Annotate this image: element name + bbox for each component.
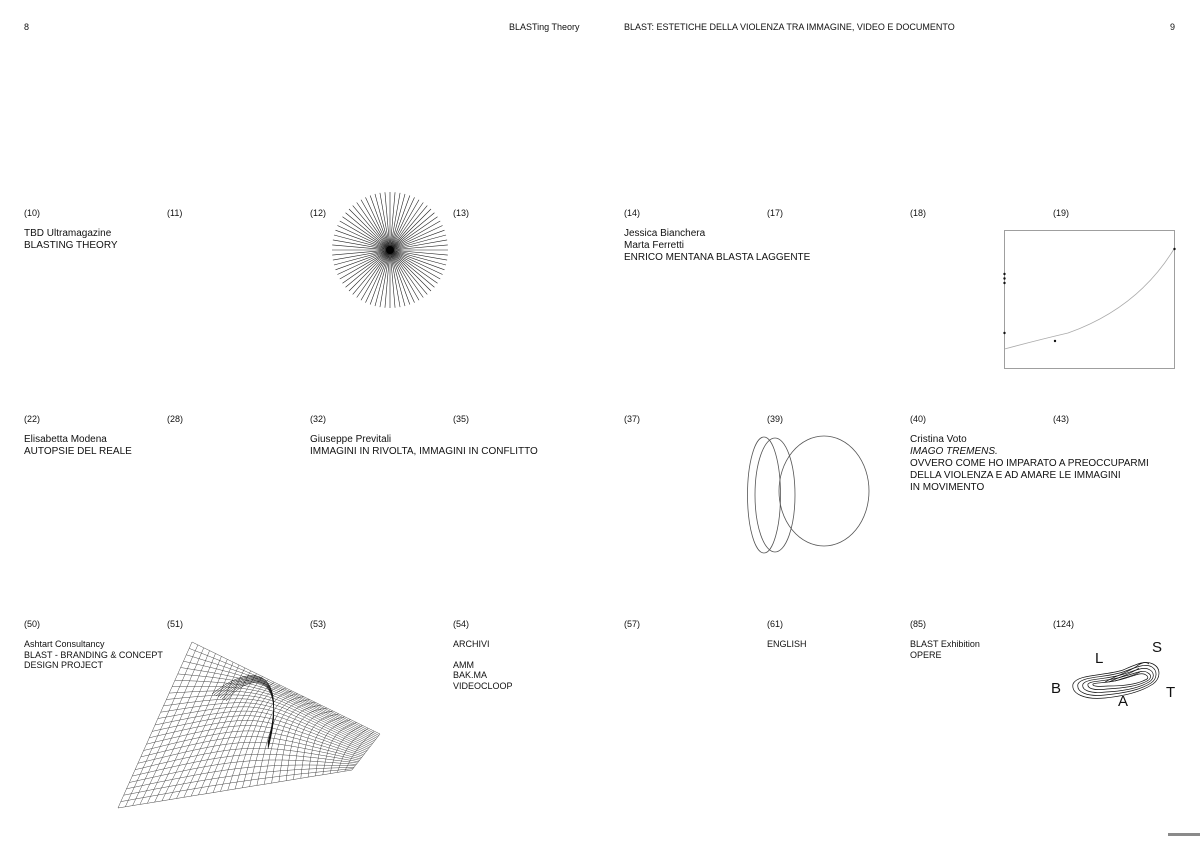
- entry-number: (39): [767, 414, 784, 424]
- entry-title: DESIGN PROJECT: [24, 660, 104, 670]
- entry-subtitle: IN MOVIMENTO: [910, 482, 985, 493]
- entry-modena[interactable]: Elisabetta Modena AUTOPSIE DEL REALE: [24, 434, 132, 458]
- entry-number: (40): [910, 414, 927, 424]
- entry-number: (12): [310, 208, 327, 218]
- entry-number: (43): [1053, 414, 1070, 424]
- entry-title: ENRICO MENTANA BLASTA LAGGENTE: [624, 252, 811, 263]
- logo-letter-t: T: [1166, 684, 1176, 701]
- entry-author: Giuseppe Previtali: [310, 434, 392, 445]
- entry-number: (53): [310, 619, 327, 629]
- entry-number: (13): [453, 208, 470, 218]
- entry-number: (124): [1053, 619, 1075, 629]
- entry-number: (35): [453, 414, 470, 424]
- entry-title: IMMAGINI IN RIVOLTA, IMMAGINI IN CONFLIT…: [310, 446, 538, 457]
- entry-title: IMAGO TREMENS.: [910, 446, 998, 457]
- entry-author: Ashtart Consultancy: [24, 639, 105, 649]
- entry-title: OPERE: [910, 649, 942, 660]
- entry-author: Elisabetta Modena: [24, 434, 107, 445]
- entry-tbd-ultramagazine[interactable]: TBD Ultramagazine BLASTING THEORY: [24, 228, 118, 252]
- logo-letter-a: A: [1118, 693, 1129, 710]
- starburst-illustration: [330, 190, 450, 310]
- spacer: [453, 650, 513, 660]
- entry-number: (19): [1053, 208, 1070, 218]
- entry-author: Jessica Bianchera: [624, 228, 706, 239]
- entry-author: TBD Ultramagazine: [24, 228, 112, 239]
- entry-number: (57): [624, 619, 641, 629]
- entry-voto[interactable]: Cristina Voto IMAGO TREMENS. OVVERO COME…: [910, 434, 1149, 494]
- logo-letter-l: L: [1095, 650, 1104, 667]
- entry-ashtart[interactable]: Ashtart Consultancy BLAST - BRANDING & C…: [24, 639, 163, 671]
- left-page-number: 8: [24, 22, 30, 32]
- corner-bar: [1168, 833, 1200, 836]
- entry-exhibition[interactable]: BLAST Exhibition OPERE: [910, 639, 980, 660]
- entry-title: BLASTING THEORY: [24, 240, 118, 251]
- right-page-number: 9: [1170, 22, 1176, 32]
- entry-archivi[interactable]: ARCHIVI AMM BAK.MA VIDEOCLOOP: [453, 639, 513, 691]
- ellipses-illustration: [742, 432, 874, 558]
- entry-number: (54): [453, 619, 470, 629]
- entry-title: BLAST - BRANDING & CONCEPT: [24, 649, 163, 660]
- entry-number: (22): [24, 414, 41, 424]
- entry-author: Marta Ferretti: [624, 240, 685, 251]
- entry-number: (85): [910, 619, 927, 629]
- entry-subtitle: OVVERO COME HO IMPARATO A PREOCCUPARMI: [910, 458, 1149, 469]
- logo-letter-s: S: [1152, 639, 1163, 656]
- logo-letter-b: B: [1051, 680, 1062, 697]
- entry-subtitle: DELLA VIOLENZA E AD AMARE LE IMMAGINI: [910, 470, 1121, 481]
- entry-english[interactable]: ENGLISH: [767, 639, 807, 650]
- entry-number: (17): [767, 208, 784, 218]
- archive-item: VIDEOCLOOP: [453, 680, 513, 691]
- left-running-title: BLASTing Theory: [509, 22, 580, 32]
- curve-plot-illustration: [998, 228, 1180, 372]
- blast-logo: B L A S T: [1045, 636, 1185, 716]
- entry-title: ARCHIVI: [453, 639, 490, 649]
- entry-author: BLAST Exhibition: [910, 639, 980, 649]
- entry-number: (51): [167, 619, 184, 629]
- archive-item: BAK.MA: [453, 670, 488, 680]
- entry-number: (50): [24, 619, 41, 629]
- entry-author: Cristina Voto: [910, 434, 967, 445]
- entry-number: (37): [624, 414, 641, 424]
- wireframe-illustration: [112, 638, 388, 816]
- archive-item: AMM: [453, 659, 474, 670]
- entry-title: ENGLISH: [767, 639, 807, 649]
- entry-title: AUTOPSIE DEL REALE: [24, 446, 132, 457]
- entry-number: (28): [167, 414, 184, 424]
- entry-number: (10): [24, 208, 41, 218]
- entry-number: (61): [767, 619, 784, 629]
- entry-number: (11): [167, 208, 183, 218]
- entry-number: (18): [910, 208, 927, 218]
- entry-number: (32): [310, 414, 327, 424]
- entry-bianchera-ferretti[interactable]: Jessica Bianchera Marta Ferretti ENRICO …: [624, 228, 810, 264]
- entry-number: (14): [624, 208, 641, 218]
- entry-previtali[interactable]: Giuseppe Previtali IMMAGINI IN RIVOLTA, …: [310, 434, 538, 458]
- right-running-title: BLAST: ESTETICHE DELLA VIOLENZA TRA IMMA…: [624, 22, 955, 32]
